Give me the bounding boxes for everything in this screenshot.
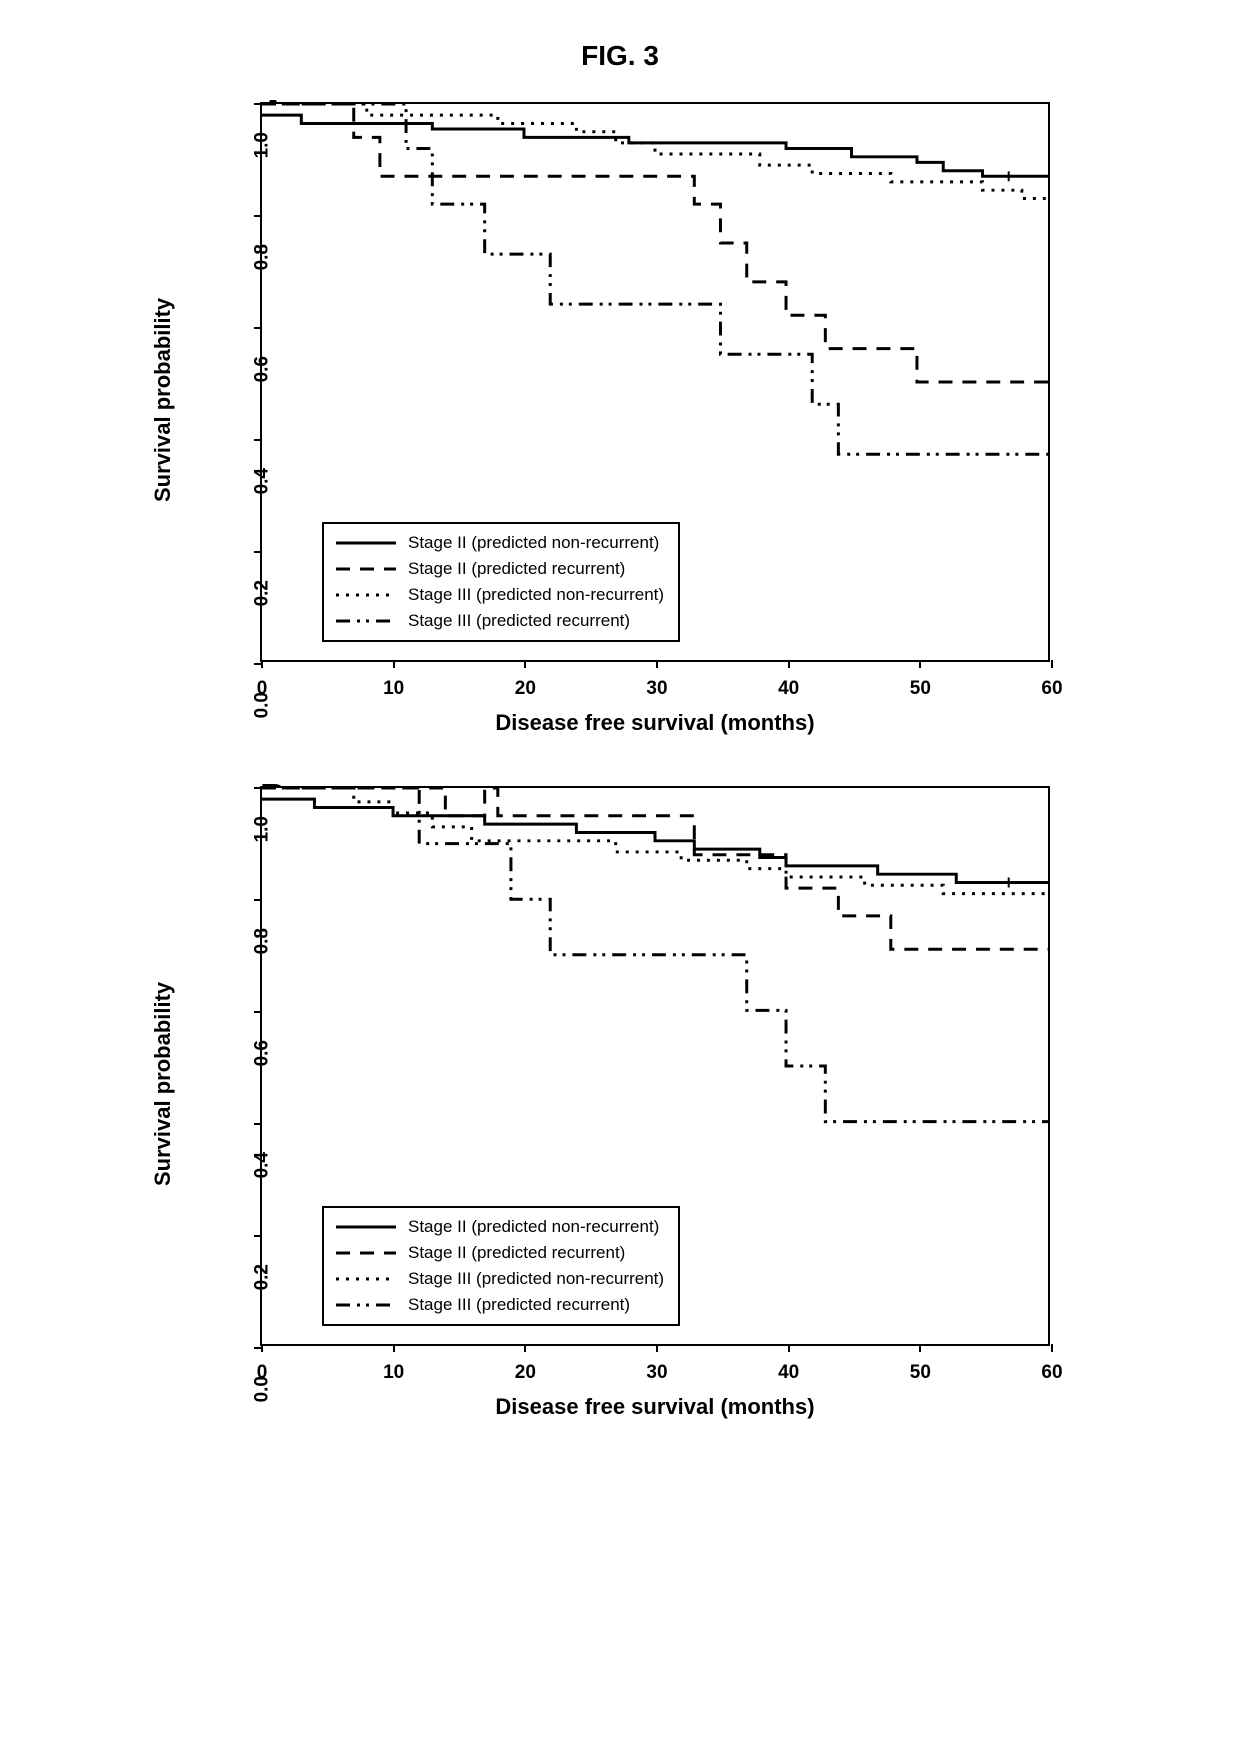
x-tick-label: 20 — [515, 660, 536, 700]
survival-curve — [262, 788, 1048, 949]
x-tick-label: 50 — [910, 1344, 931, 1384]
legend-swatch-icon — [334, 559, 398, 579]
x-tick-label: 60 — [1041, 1344, 1062, 1384]
legend: Stage II (predicted non-recurrent) Stage … — [322, 1206, 680, 1326]
legend-item: Stage II (predicted non-recurrent) — [334, 530, 664, 556]
legend-item: Stage III (predicted recurrent) — [334, 1292, 664, 1318]
censor-mark-icon — [1004, 878, 1014, 888]
x-tick-label: 40 — [778, 1344, 799, 1384]
x-tick-label: 20 — [515, 1344, 536, 1384]
plot-box: 0.00.20.40.60.81.00102030405060Stage II … — [260, 102, 1050, 662]
legend-item: Stage III (predicted recurrent) — [334, 608, 664, 634]
censor-mark-icon — [1004, 171, 1014, 181]
plot-area: 0.00.20.40.60.81.00102030405060Stage II … — [260, 786, 1110, 1420]
legend-label: Stage II (predicted non-recurrent) — [408, 533, 659, 553]
legend-swatch-icon — [334, 1269, 398, 1289]
legend-item: Stage II (predicted non-recurrent) — [334, 1214, 664, 1240]
x-tick-label: 30 — [646, 1344, 667, 1384]
legend-swatch-icon — [334, 1295, 398, 1315]
survival-curve — [262, 104, 1048, 382]
x-axis-label: Disease free survival (months) — [260, 1394, 1050, 1420]
plot-area: 0.00.20.40.60.81.00102030405060Stage II … — [260, 102, 1110, 736]
plot-box: 0.00.20.40.60.81.00102030405060Stage II … — [260, 786, 1050, 1346]
legend-label: Stage III (predicted non-recurrent) — [408, 585, 664, 605]
legend-item: Stage III (predicted non-recurrent) — [334, 1266, 664, 1292]
legend-label: Stage II (predicted recurrent) — [408, 1243, 625, 1263]
y-axis-label: Survival probability — [150, 298, 176, 502]
x-tick-label: 0 — [257, 660, 268, 700]
legend-swatch-icon — [334, 533, 398, 553]
panels-container: ASurvival probability0.00.20.40.60.81.00… — [80, 102, 1160, 1420]
legend-label: Stage III (predicted non-recurrent) — [408, 1269, 664, 1289]
legend-swatch-icon — [334, 1217, 398, 1237]
legend-label: Stage II (predicted recurrent) — [408, 559, 625, 579]
legend-item: Stage II (predicted recurrent) — [334, 556, 664, 582]
survival-curve — [262, 104, 1048, 199]
chart-panel-A: ASurvival probability0.00.20.40.60.81.00… — [130, 102, 1110, 736]
legend-swatch-icon — [334, 1243, 398, 1263]
x-tick-label: 10 — [383, 1344, 404, 1384]
legend-swatch-icon — [334, 611, 398, 631]
x-tick-label: 60 — [1041, 660, 1062, 700]
legend-label: Stage III (predicted recurrent) — [408, 1295, 630, 1315]
x-tick-label: 30 — [646, 660, 667, 700]
legend-label: Stage II (predicted non-recurrent) — [408, 1217, 659, 1237]
legend: Stage II (predicted non-recurrent) Stage … — [322, 522, 680, 642]
legend-swatch-icon — [334, 585, 398, 605]
chart-panel-B: BSurvival probability0.00.20.40.60.81.00… — [130, 786, 1110, 1420]
x-tick-label: 50 — [910, 660, 931, 700]
x-tick-label: 40 — [778, 660, 799, 700]
y-axis-label: Survival probability — [150, 982, 176, 1186]
x-axis-label: Disease free survival (months) — [260, 710, 1050, 736]
x-tick-label: 0 — [257, 1344, 268, 1384]
legend-label: Stage III (predicted recurrent) — [408, 611, 630, 631]
figure-title: FIG. 3 — [80, 40, 1160, 72]
survival-curve — [262, 115, 1048, 176]
x-tick-label: 10 — [383, 660, 404, 700]
legend-item: Stage II (predicted recurrent) — [334, 1240, 664, 1266]
survival-curve — [262, 799, 1048, 882]
legend-item: Stage III (predicted non-recurrent) — [334, 582, 664, 608]
